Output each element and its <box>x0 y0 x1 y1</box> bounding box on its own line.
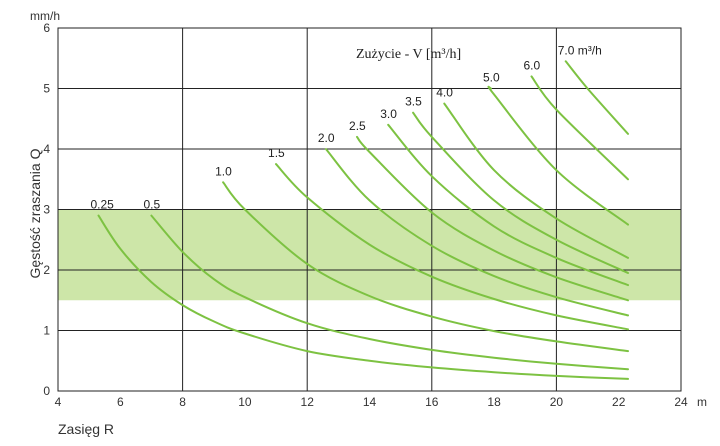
consumption-curves <box>97 60 629 380</box>
x-tick-label: 8 <box>179 395 186 409</box>
x-axis-label: Zasięg R <box>58 421 114 437</box>
x-tick-label: 4 <box>55 395 62 409</box>
plot-frame <box>57 27 682 392</box>
horizontal-gridlines <box>58 88 681 331</box>
series-label: 7.0 m³/h <box>558 43 602 57</box>
y-tick-label: 3 <box>43 203 50 217</box>
series-label: 2.0 <box>318 131 335 145</box>
x-tick-label: 24 <box>674 395 688 409</box>
curve-0.5 <box>150 214 629 371</box>
x-tick-label: 20 <box>550 395 564 409</box>
curve-1.5 <box>275 163 629 331</box>
curve-5.0 <box>487 85 629 226</box>
curve-3.5 <box>412 111 629 274</box>
consumption-annotation: Zużycie - V [m³/h] <box>356 47 461 62</box>
series-label: 1.0 <box>215 164 232 178</box>
x-tick-label: 10 <box>238 395 252 409</box>
x-tick-label: 12 <box>301 395 315 409</box>
x-tick-labels: 4 6 8 10 12 14 16 18 20 22 24 <box>55 395 688 409</box>
series-label: 1.5 <box>268 146 285 160</box>
series-label: 6.0 <box>523 58 540 72</box>
x-tick-label: 16 <box>425 395 439 409</box>
y-tick-label: 5 <box>43 82 50 96</box>
series-label: 5.0 <box>483 71 500 85</box>
x-tick-label: 6 <box>117 395 124 409</box>
curve-7.0-m3-h <box>564 60 629 135</box>
y-axis-label: Gęstość zraszania Q <box>27 148 43 278</box>
curve-1.0 <box>222 181 629 353</box>
curve-6.0 <box>530 75 629 181</box>
curve-0.25 <box>97 214 629 380</box>
series-label: 0.25 <box>90 198 114 212</box>
curve-4.0 <box>443 102 629 259</box>
series-labels: 0.25 0.5 1.0 1.5 2.0 2.5 3.0 3.5 4.0 5.0 6.0 7.0 m³… <box>90 43 601 211</box>
series-label: 0.5 <box>143 198 160 212</box>
x-tick-label: 18 <box>487 395 501 409</box>
y-tick-label: 6 <box>43 21 50 35</box>
series-label: 3.0 <box>380 107 397 121</box>
y-axis-unit: mm/h <box>30 9 60 23</box>
series-label: 2.5 <box>349 119 366 133</box>
y-tick-label: 4 <box>43 142 50 156</box>
y-tick-labels: 0 1 2 3 4 5 6 <box>43 21 50 398</box>
x-tick-label: 22 <box>612 395 626 409</box>
y-tick-label: 2 <box>43 263 50 277</box>
x-axis-unit: m <box>697 395 707 409</box>
y-tick-label: 1 <box>43 324 50 338</box>
series-label: 4.0 <box>436 86 453 100</box>
y-tick-label: 0 <box>43 384 50 398</box>
curve-3.0 <box>387 123 629 287</box>
curve-2.5 <box>356 135 629 302</box>
x-tick-label: 14 <box>363 395 377 409</box>
curve-2.0 <box>324 148 629 317</box>
series-label: 3.5 <box>405 95 422 109</box>
